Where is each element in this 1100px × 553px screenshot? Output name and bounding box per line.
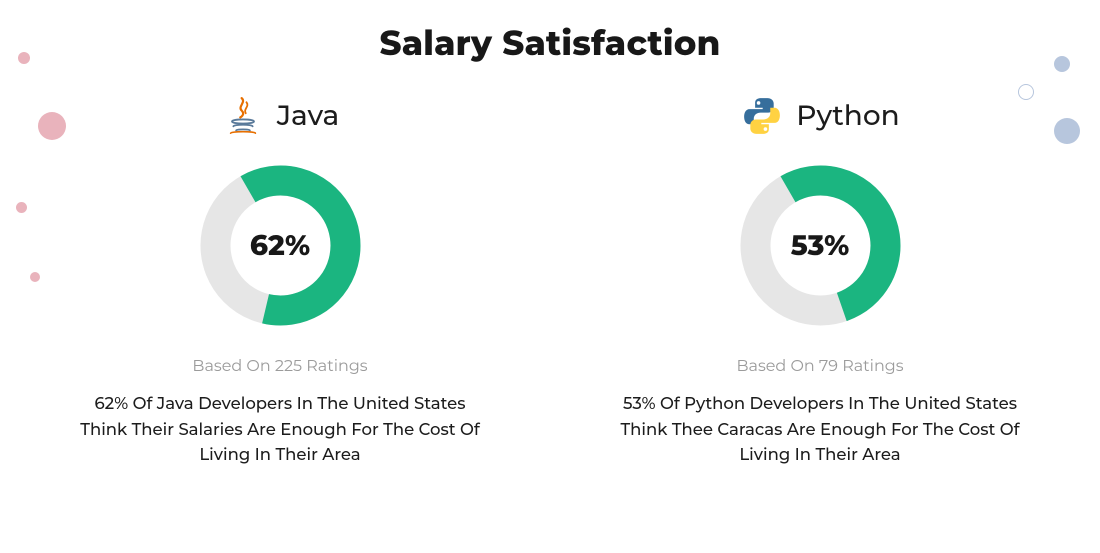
- decorative-dot: [38, 112, 66, 140]
- python-panel: Python 53% Based On 79 Ratings 53% Of Py…: [610, 92, 1030, 469]
- decorative-dot: [16, 202, 27, 213]
- java-panel: Java 62% Based On 225 Ratings 62% Of Jav…: [70, 92, 490, 469]
- java-description: 62% Of Java Developers In The United Sta…: [70, 392, 490, 469]
- python-donut-chart: 53%: [733, 158, 908, 333]
- decorative-dot: [1054, 118, 1080, 144]
- python-description: 53% Of Python Developers In The United S…: [610, 392, 1030, 469]
- decorative-dot: [1054, 56, 1070, 72]
- python-percent-label: 53%: [733, 158, 908, 333]
- python-header: Python: [740, 92, 899, 140]
- page-title: Salary Satisfaction: [0, 22, 1100, 64]
- decorative-dot: [30, 272, 40, 282]
- panels-row: Java 62% Based On 225 Ratings 62% Of Jav…: [0, 92, 1100, 469]
- decorative-dot: [18, 52, 30, 64]
- java-percent-label: 62%: [193, 158, 368, 333]
- java-header: Java: [221, 92, 340, 140]
- java-icon: [221, 94, 265, 138]
- decorative-dot: [1018, 84, 1034, 100]
- python-label: Python: [796, 99, 899, 133]
- java-label: Java: [277, 99, 340, 133]
- java-ratings-text: Based On 225 Ratings: [192, 357, 367, 376]
- python-ratings-text: Based On 79 Ratings: [736, 357, 903, 376]
- python-icon: [740, 94, 784, 138]
- java-donut-chart: 62%: [193, 158, 368, 333]
